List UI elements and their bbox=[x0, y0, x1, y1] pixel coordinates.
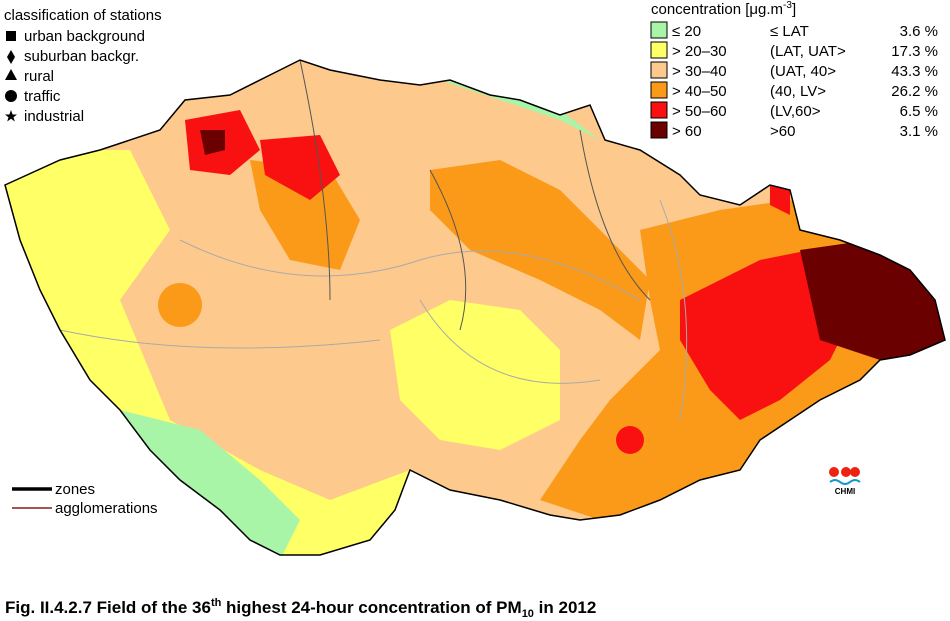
legend-swatch bbox=[650, 41, 668, 59]
legend-swatch bbox=[650, 121, 668, 139]
caption: Fig. II.4.2.7 Field of the 36th highest … bbox=[5, 597, 596, 620]
legend-swatch bbox=[650, 81, 668, 99]
station-legend-title: classification of stations bbox=[4, 7, 162, 24]
caption-text: Fig. II.4.2.7 Field of the 36 bbox=[5, 598, 211, 617]
symbol-circle bbox=[5, 90, 17, 102]
class-share: 6.5 % bbox=[900, 103, 938, 120]
legend-swatch bbox=[650, 101, 668, 119]
station-type: rural bbox=[24, 68, 54, 85]
logo: CHMI bbox=[829, 467, 861, 496]
zone-orange bbox=[430, 160, 650, 340]
zone-red bbox=[616, 426, 644, 454]
title-superscript: -3 bbox=[783, 0, 792, 11]
line-legend-label: zones bbox=[55, 481, 95, 498]
zone-orange bbox=[250, 160, 360, 270]
region-border bbox=[59, 199, 688, 421]
title-end: ] bbox=[792, 1, 796, 18]
line-legend-label: agglomerations bbox=[55, 500, 158, 517]
class-range: ≤ 20 bbox=[672, 23, 701, 40]
symbol-triangle bbox=[5, 69, 17, 80]
zone-border bbox=[299, 60, 651, 331]
caption-subscript: 10 bbox=[522, 608, 534, 620]
caption-superscript: th bbox=[211, 597, 222, 609]
class-label: >60 bbox=[770, 123, 795, 140]
class-share: 17.3 % bbox=[891, 43, 938, 60]
logo-text: CHMI bbox=[835, 487, 855, 496]
class-label: (UAT, 40> bbox=[770, 63, 836, 80]
logo-dot bbox=[829, 467, 839, 477]
zone-yellow bbox=[390, 300, 560, 450]
map bbox=[5, 60, 945, 555]
zone-orange bbox=[158, 283, 202, 327]
logo-wave bbox=[829, 479, 861, 485]
symbol-diamond bbox=[7, 50, 15, 64]
concentration-legend: concentration [μg.m-3] ≤ 20 ≤ LAT 3.6 % > 2… bbox=[650, 0, 938, 140]
station-type: urban background bbox=[24, 28, 145, 45]
station-legend: classification of stations urban backgro… bbox=[4, 7, 162, 125]
station-type: suburban backgr. bbox=[24, 48, 139, 65]
zone-red bbox=[260, 135, 340, 200]
symbol-star bbox=[5, 110, 17, 122]
zone-darkred bbox=[800, 240, 945, 360]
concentration-legend-title: concentration [μg.m-3] bbox=[651, 0, 796, 18]
class-label: (LAT, UAT> bbox=[770, 43, 846, 60]
class-range: > 50–60 bbox=[672, 103, 727, 120]
class-share: 26.2 % bbox=[891, 83, 938, 100]
class-share: 43.3 % bbox=[891, 63, 938, 80]
caption-text: highest 24-hour concentration of PM bbox=[221, 598, 521, 617]
station-type: industrial bbox=[24, 108, 84, 125]
legend-swatch bbox=[650, 61, 668, 79]
class-range: > 60 bbox=[672, 123, 702, 140]
logo-dot bbox=[850, 467, 860, 477]
zone-darkred bbox=[200, 130, 225, 155]
logo-dot bbox=[841, 467, 851, 477]
legend-swatch bbox=[650, 21, 668, 39]
class-share: 3.6 % bbox=[900, 23, 938, 40]
class-range: > 20–30 bbox=[672, 43, 727, 60]
title-text: concentration [μg.m bbox=[651, 1, 783, 18]
zone-red bbox=[770, 185, 790, 215]
symbol-square bbox=[6, 31, 16, 41]
class-label: (LV,60> bbox=[770, 103, 821, 120]
station-type: traffic bbox=[24, 88, 61, 105]
class-label: ≤ LAT bbox=[770, 23, 809, 40]
class-range: > 40–50 bbox=[672, 83, 727, 100]
caption-text: in 2012 bbox=[534, 598, 596, 617]
class-label: (40, LV> bbox=[770, 83, 826, 100]
class-range: > 30–40 bbox=[672, 63, 727, 80]
class-share: 3.1 % bbox=[900, 123, 938, 140]
line-legend: zones agglomerations bbox=[12, 481, 158, 517]
